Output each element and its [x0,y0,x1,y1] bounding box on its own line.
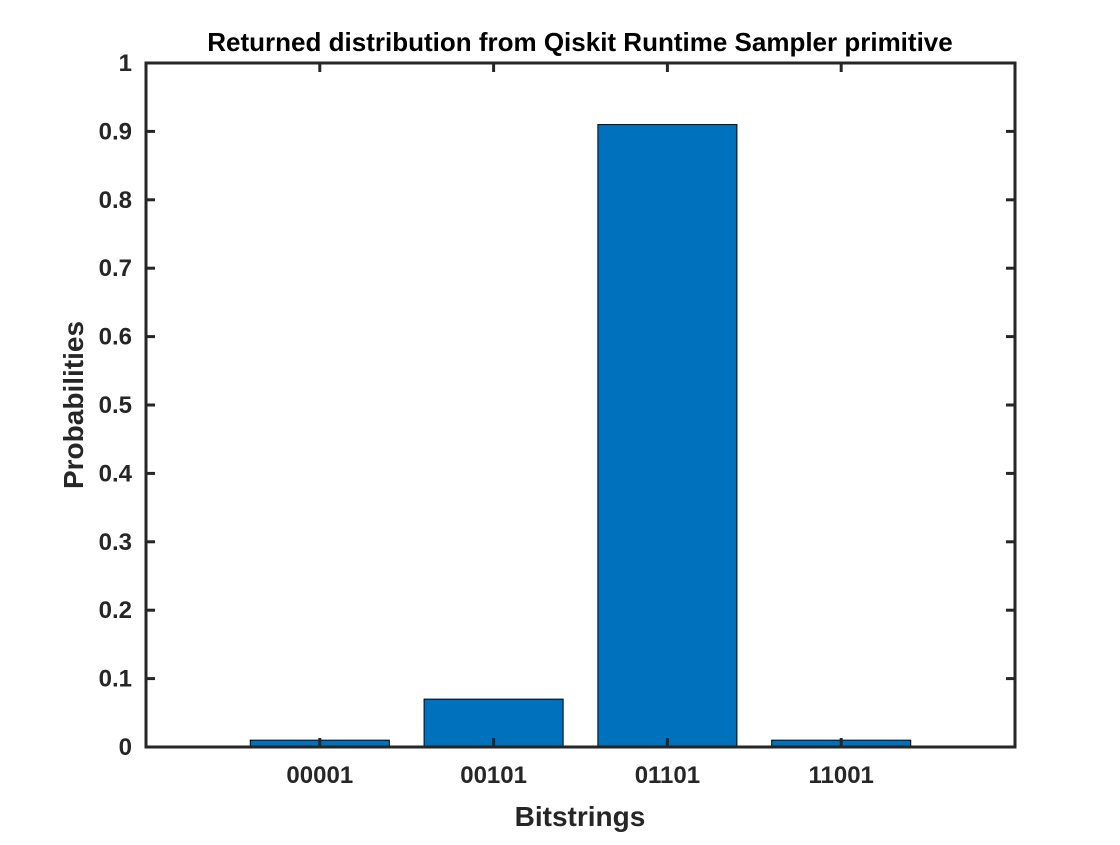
plot-area [144,61,1017,749]
y-tick-label: 0.8 [99,187,132,214]
y-tick-label: 0.2 [99,597,132,624]
x-tick-label: 00001 [286,762,353,789]
y-tick-label: 0.1 [99,666,132,693]
y-tick-label: 0.7 [99,255,132,282]
x-tick-label: 00101 [460,762,527,789]
y-tick-label: 1 [119,50,132,77]
y-tick-label: 0.4 [99,460,133,487]
x-axis-label: Bitstrings [515,801,646,832]
x-tick-label: 01101 [635,762,700,789]
y-axis-label: Probabilities [58,321,89,489]
y-tick-label: 0 [119,734,132,761]
x-tick-labels: 00001 00101 01101 11001 [286,762,873,789]
y-tick-label: 0.3 [99,529,132,556]
bars-group [249,124,912,748]
y-tick-label: 0.6 [99,324,132,351]
x-tick-label: 11001 [808,762,873,789]
bar-01101 [597,124,738,748]
y-tick-labels: 0 0.1 0.2 0.3 0.4 0.5 0.6 0.7 0.8 0.9 1 [99,50,133,761]
chart-title: Returned distribution from Qiskit Runtim… [207,27,952,57]
ticks-group [146,61,1015,749]
y-tick-label: 0.9 [99,118,132,145]
y-tick-label: 0.5 [99,392,132,419]
